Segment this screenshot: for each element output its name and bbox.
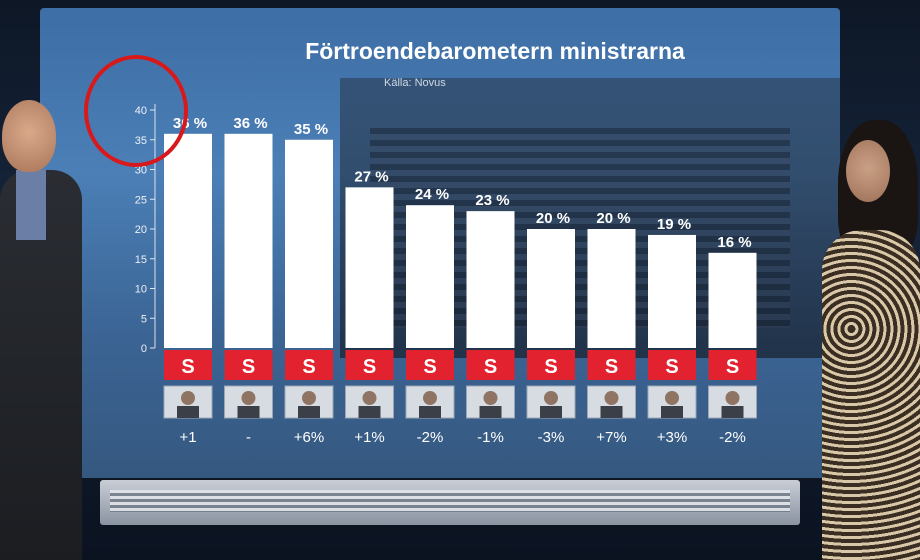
change-label: +1 [179,429,196,446]
minister-portrait-face [604,391,619,405]
change-label: -1% [477,429,504,446]
party-badge-label: S [181,356,194,378]
change-label: +1% [354,429,384,446]
bar-value-label: 23 % [475,192,509,209]
bar [164,133,212,348]
studio-floor-slats [110,490,790,512]
y-tick-label: 20 [135,224,147,236]
chart-title: Förtroendebarometern ministrarna [305,38,685,64]
presenter-left-shirt [16,170,46,240]
minister-portrait-face [544,391,558,405]
change-label: +6% [294,429,324,446]
minister-portrait-shoulders [237,406,260,418]
party-badge [285,350,333,380]
bar [224,133,273,348]
party-badge [587,350,636,380]
minister-portrait-shoulders [600,406,623,418]
bar [345,187,394,348]
minister-portrait-shoulders [358,406,381,418]
party-badge [345,350,394,380]
bar [587,229,636,348]
change-label: -2% [719,429,746,446]
party-badge [466,350,515,380]
bar-value-label: 27 % [354,168,388,185]
party-badge [224,350,273,380]
bar-value-label: 24 % [415,186,449,203]
party-badge [708,350,757,380]
presenter-right-body [822,230,920,560]
bar-value-label: 20 % [596,210,630,227]
minister-portrait-shoulders [177,406,199,418]
party-badge-label: S [726,356,739,378]
bar [527,229,575,348]
y-tick-label: 0 [141,343,147,355]
minister-portrait-face [665,391,679,405]
bar-value-label: 35 % [294,121,328,138]
party-badge-label: S [242,356,255,378]
minister-portrait-shoulders [419,406,441,418]
bar [708,252,757,348]
party-badge-label: S [544,356,557,378]
y-tick-label: 10 [135,284,147,296]
party-badge-label: S [605,356,618,378]
bar-value-label: 19 % [657,216,691,233]
minister-portrait-face [362,391,377,405]
minister-portrait-shoulders [479,406,502,418]
minister-portrait-face [423,391,437,405]
bar-value-label: 16 % [717,234,751,251]
presenter-right-face [846,140,890,202]
minister-portrait-shoulders [540,406,562,418]
party-badge-label: S [302,356,315,378]
bar [285,139,333,348]
red-highlight-circle [84,55,188,167]
party-badge [406,350,454,380]
y-tick-label: 15 [135,254,147,266]
minister-portrait-face [181,391,195,405]
bar [406,205,454,348]
party-badge [164,350,212,380]
party-badge [527,350,575,380]
bar-value-label: 36 % [233,115,267,132]
party-badge-label: S [363,356,376,378]
change-label: - [246,429,251,446]
minister-portrait-face [725,391,740,405]
minister-portrait-face [241,391,256,405]
change-label: +3% [657,429,687,446]
minister-portrait-face [302,391,316,405]
minister-portrait-shoulders [661,406,683,418]
bar [648,234,696,348]
y-tick-label: 5 [141,313,147,325]
minister-portrait-shoulders [298,406,320,418]
party-badge-label: S [665,356,678,378]
chart-subtitle: Källa: Novus [384,77,446,89]
minister-portrait-face [483,391,498,405]
change-label: +7% [596,429,626,446]
bar [466,211,515,348]
y-tick-label: 25 [135,194,147,206]
party-badge-label: S [423,356,436,378]
y-tick-label: 30 [135,165,147,177]
party-badge-label: S [484,356,497,378]
presenter-left-head [2,100,56,172]
bar-value-label: 20 % [536,210,570,227]
change-label: -2% [417,429,444,446]
minister-portrait-shoulders [721,406,744,418]
change-label: -3% [538,429,565,446]
party-badge [648,350,696,380]
